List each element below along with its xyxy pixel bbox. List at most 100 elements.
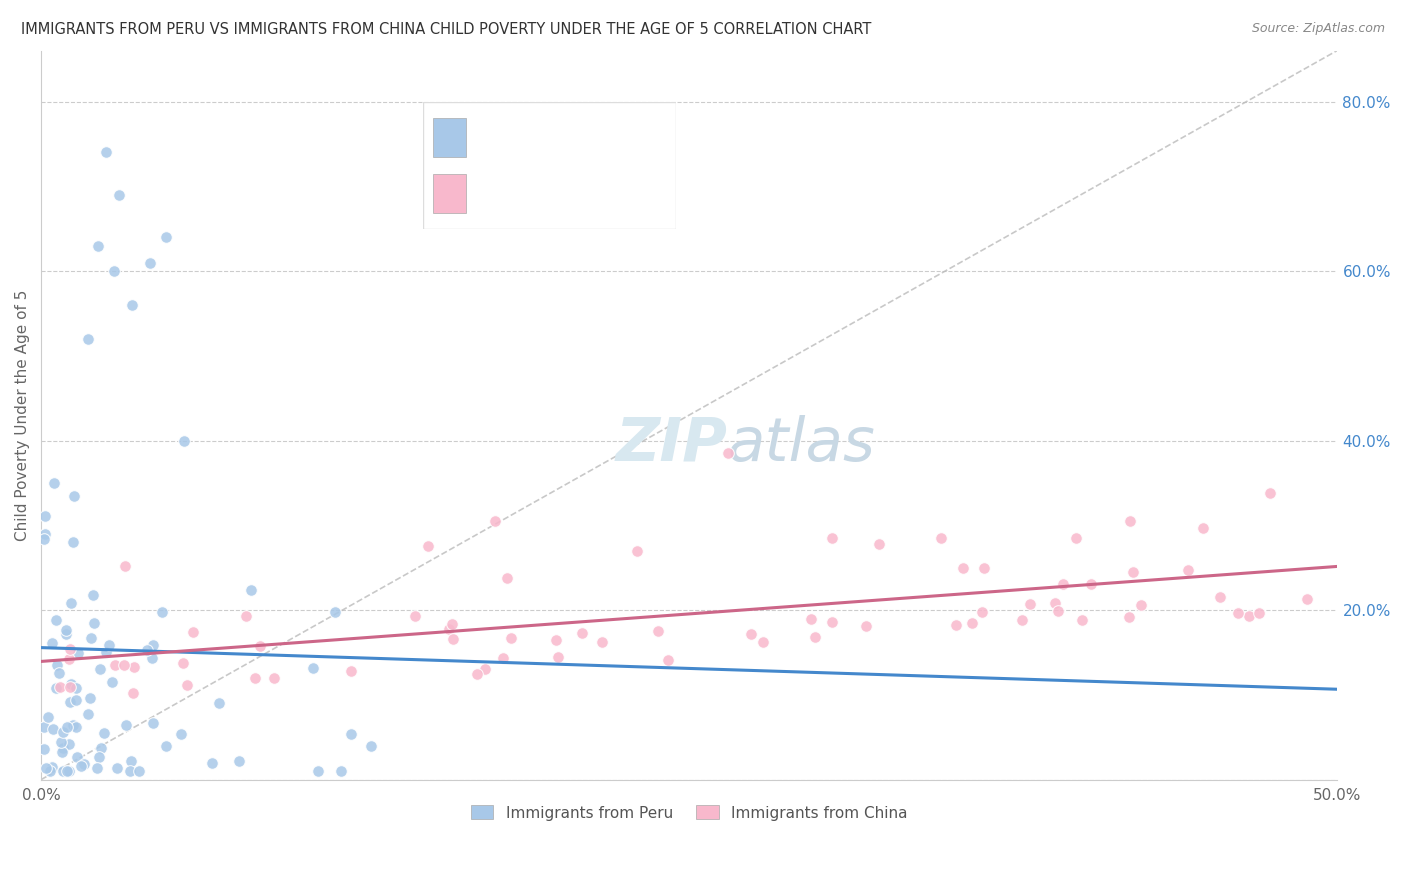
Point <box>59 680 82 694</box>
Point <box>803 631 825 645</box>
Text: IMMIGRANTS FROM PERU VS IMMIGRANTS FROM CHINA CHILD POVERTY UNDER THE AGE OF 5 C: IMMIGRANTS FROM PERU VS IMMIGRANTS FROM … <box>21 22 872 37</box>
Point <box>1209 591 1232 605</box>
Text: Source: ZipAtlas.com: Source: ZipAtlas.com <box>1251 22 1385 36</box>
Point <box>56 764 79 778</box>
Point <box>103 264 125 278</box>
Point <box>59 695 82 709</box>
Point <box>855 619 877 633</box>
Point <box>76 332 98 346</box>
Point <box>55 623 77 637</box>
Point <box>868 537 890 551</box>
Point <box>647 624 669 638</box>
Point <box>1066 531 1088 545</box>
Point <box>330 764 353 778</box>
Point <box>437 622 460 636</box>
Point <box>59 642 82 657</box>
Point <box>51 745 73 759</box>
Point <box>120 764 142 778</box>
Point <box>42 475 65 490</box>
Point <box>1118 610 1140 624</box>
Point <box>120 754 142 768</box>
Point <box>32 742 55 756</box>
Point <box>1227 606 1250 620</box>
Point <box>263 671 285 685</box>
Point <box>52 725 75 739</box>
Point <box>89 662 111 676</box>
Point <box>970 605 993 619</box>
Point <box>65 720 87 734</box>
Point <box>60 596 83 610</box>
Point <box>108 187 131 202</box>
Point <box>55 626 77 640</box>
Point <box>104 658 127 673</box>
Point <box>114 559 136 574</box>
Point <box>1071 613 1094 627</box>
Point <box>122 685 145 699</box>
Point <box>49 680 72 694</box>
Point <box>93 726 115 740</box>
Point <box>139 255 162 269</box>
Point <box>87 238 110 252</box>
Point <box>98 638 121 652</box>
Point <box>58 737 80 751</box>
Point <box>820 531 842 545</box>
Point <box>46 657 69 672</box>
Point <box>821 615 844 629</box>
Point <box>141 651 163 665</box>
Point <box>79 691 101 706</box>
Point <box>150 605 173 619</box>
Point <box>41 760 63 774</box>
Point <box>235 609 257 624</box>
Point <box>112 658 135 673</box>
Point <box>65 693 87 707</box>
Point <box>1047 604 1070 618</box>
Point <box>752 635 775 649</box>
Y-axis label: Child Poverty Under the Age of 5: Child Poverty Under the Age of 5 <box>15 290 30 541</box>
Point <box>58 651 80 665</box>
Point <box>45 681 67 696</box>
Point <box>87 750 110 764</box>
Point <box>302 661 325 675</box>
Point <box>1177 563 1199 577</box>
Point <box>58 764 80 778</box>
Point <box>56 764 79 778</box>
Point <box>115 718 138 732</box>
Point <box>1296 591 1319 606</box>
Point <box>69 759 91 773</box>
Point <box>200 756 222 771</box>
Point <box>82 588 104 602</box>
Point <box>1130 598 1153 612</box>
Point <box>441 632 464 646</box>
Point <box>1052 577 1074 591</box>
Point <box>52 741 75 756</box>
Point <box>626 544 648 558</box>
Point <box>360 739 382 753</box>
Point <box>340 665 363 679</box>
Point <box>571 626 593 640</box>
Point <box>499 631 522 645</box>
Point <box>34 508 56 523</box>
Point <box>62 489 84 503</box>
Point <box>474 662 496 676</box>
Point <box>1019 597 1042 611</box>
Point <box>440 616 463 631</box>
Point <box>176 678 198 692</box>
Point <box>657 653 679 667</box>
Point <box>48 665 70 680</box>
Point <box>945 618 967 632</box>
Point <box>1239 609 1261 624</box>
Point <box>1192 521 1215 535</box>
Point <box>32 532 55 546</box>
Point <box>45 613 67 627</box>
Point <box>495 571 517 585</box>
Point <box>484 514 506 528</box>
Point <box>173 434 195 448</box>
Point <box>1045 596 1067 610</box>
Point <box>1122 565 1144 579</box>
Point <box>94 145 117 160</box>
Point <box>228 754 250 768</box>
Point <box>59 677 82 691</box>
Point <box>94 645 117 659</box>
Point <box>960 616 983 631</box>
Point <box>37 710 59 724</box>
